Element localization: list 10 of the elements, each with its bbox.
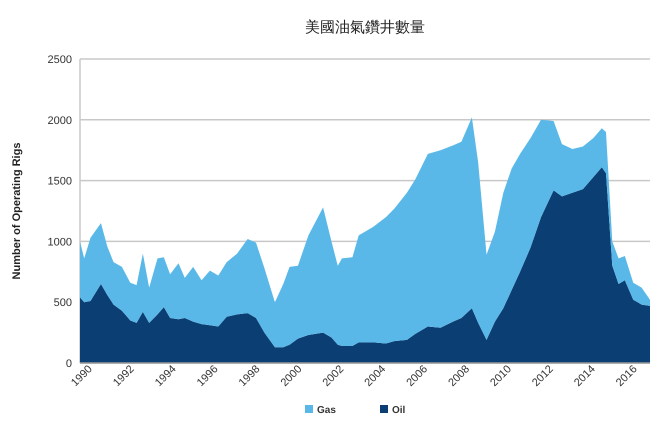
y-tick-label: 1500: [48, 176, 72, 188]
legend-label: Gas: [317, 405, 336, 416]
chart-title: 美國油氣鑽井數量: [305, 19, 425, 36]
y-tick-label: 2000: [48, 114, 72, 127]
y-tick-label: 1000: [48, 236, 72, 248]
y-tick-label: 500: [54, 297, 72, 310]
legend-label: Oil: [392, 405, 406, 416]
y-tick-label: 0: [66, 358, 72, 370]
y-axis-title: Number of Operating Rigs: [11, 142, 23, 280]
y-tick-label: 2500: [48, 54, 72, 66]
